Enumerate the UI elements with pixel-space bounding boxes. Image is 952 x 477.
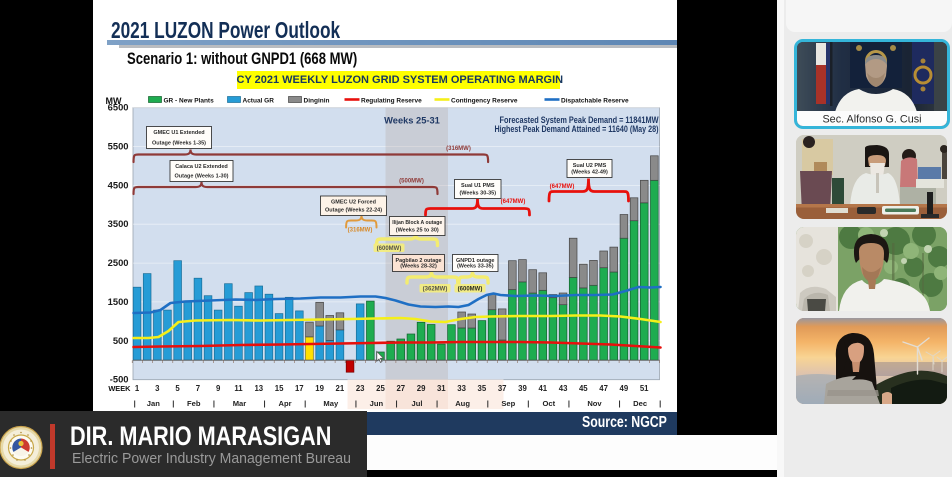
svg-text:9: 9 [216,384,221,393]
svg-text:1: 1 [134,384,139,393]
svg-text:(Weeks 28-32): (Weeks 28-32) [400,264,437,270]
svg-text:|: | [133,399,135,408]
svg-text:27: 27 [396,384,405,393]
svg-text:May: May [323,399,339,408]
svg-text:1500: 1500 [107,296,128,307]
svg-text:|: | [212,399,214,408]
svg-text:(Weeks 30-35): (Weeks 30-35) [459,191,496,197]
svg-text:23: 23 [355,384,364,393]
svg-text:Highest Peak Demand Attained =: Highest Peak Demand Attained = 11640 (Ma… [494,124,658,134]
svg-text:21: 21 [335,384,344,393]
svg-text:Mar: Mar [232,399,246,408]
svg-text:25: 25 [376,384,385,393]
svg-text:Jul: Jul [411,399,422,408]
svg-text:Aug: Aug [455,399,470,408]
svg-text:Apr: Apr [278,399,291,408]
svg-text:Regulating Reserve: Regulating Reserve [361,98,422,105]
svg-text:WEEK: WEEK [108,384,131,393]
svg-text:MW: MW [105,96,121,106]
svg-text:45: 45 [578,384,587,393]
svg-text:Feb: Feb [187,399,201,408]
svg-text:(316MW): (316MW) [347,228,372,234]
svg-text:|: | [435,399,437,408]
svg-text:|: | [659,399,661,408]
svg-text:Dispatchable Reserve: Dispatchable Reserve [561,98,629,105]
svg-text:(647MW): (647MW) [500,199,525,205]
svg-text:Actual GR: Actual GR [242,98,274,105]
svg-text:33: 33 [457,384,466,393]
svg-text:GR - New Plants: GR - New Plants [163,98,214,105]
svg-text:Oct: Oct [542,399,555,408]
svg-text:4500: 4500 [107,179,128,190]
svg-text:Outage (Weeks 1-30): Outage (Weeks 1-30) [174,174,228,180]
svg-text:19: 19 [315,384,324,393]
svg-text:|: | [527,399,529,408]
svg-text:Outage (Weeks 22-24): Outage (Weeks 22-24) [324,208,381,214]
svg-text:Calaca U2 Extended: Calaca U2 Extended [175,164,228,170]
svg-text:Ilijan Block A outage: Ilijan Block A outage [392,220,442,226]
svg-text:Jun: Jun [369,399,383,408]
svg-text:2500: 2500 [107,257,128,268]
svg-text:(Weeks 42-49): (Weeks 42-49) [571,170,608,176]
svg-text:39: 39 [518,384,527,393]
svg-text:(500MW): (500MW) [399,179,424,185]
svg-text:GMEC U2 Forced: GMEC U2 Forced [331,200,376,206]
svg-text:|: | [172,399,174,408]
svg-text:GMEC U1 Extended: GMEC U1 Extended [153,130,204,136]
svg-text:41: 41 [538,384,547,393]
svg-text:Outage (Weeks 1-35): Outage (Weeks 1-35) [151,141,205,147]
svg-text:(600MW): (600MW) [457,287,482,293]
svg-text:Sual U2 PMS: Sual U2 PMS [572,163,606,169]
svg-text:|: | [618,399,620,408]
svg-text:|: | [567,399,569,408]
svg-text:29: 29 [416,384,425,393]
svg-text:17: 17 [294,384,303,393]
svg-text:15: 15 [274,384,283,393]
svg-text:6500: 6500 [107,102,128,113]
svg-text:|: | [486,399,488,408]
svg-text:Dinginin: Dinginin [303,98,329,105]
svg-text:5: 5 [175,384,180,393]
svg-text:(647MW): (647MW) [549,184,574,190]
svg-text:Sual U1 PMS: Sual U1 PMS [460,183,494,189]
svg-text:(Weeks 25 to 30): (Weeks 25 to 30) [395,228,438,234]
svg-text:Contingency Reserve: Contingency Reserve [451,98,518,105]
svg-text:37: 37 [497,384,506,393]
svg-text:(316MW): (316MW) [446,146,471,152]
svg-text:Jan: Jan [146,399,159,408]
svg-text:Weeks 25-31: Weeks 25-31 [384,116,440,126]
svg-text:|: | [395,399,397,408]
svg-text:43: 43 [558,384,567,393]
svg-text:49: 49 [619,384,628,393]
svg-text:GNPD1 outage: GNPD1 outage [455,258,494,264]
svg-text:(600MW): (600MW) [376,246,401,252]
svg-text:Pagbilao 2 outage: Pagbilao 2 outage [395,258,441,264]
svg-text:Dec: Dec [633,399,647,408]
svg-text:11: 11 [234,384,243,393]
svg-text:Sep: Sep [501,399,515,408]
svg-text:7: 7 [195,384,199,393]
svg-text:3500: 3500 [107,218,128,229]
svg-text:Sec. Alfonso G. Cusi: Sec. Alfonso G. Cusi [822,114,921,126]
svg-text:3: 3 [155,384,160,393]
svg-text:35: 35 [477,384,486,393]
svg-text:|: | [354,399,356,408]
svg-text:13: 13 [254,384,263,393]
svg-text:Nov: Nov [587,399,602,408]
svg-text:(Weeks 33-35): (Weeks 33-35) [456,264,493,270]
svg-text:|: | [304,399,306,408]
svg-text:5500: 5500 [107,141,128,152]
svg-text:(362MW): (362MW) [422,287,447,293]
svg-text:-500: -500 [109,374,128,385]
svg-text:|: | [263,399,265,408]
svg-text:51: 51 [639,384,648,393]
svg-text:31: 31 [436,384,445,393]
svg-text:500: 500 [112,335,128,346]
svg-text:Forecasted System Peak Demand: Forecasted System Peak Demand = 11841MW [499,115,659,125]
svg-text:47: 47 [599,384,608,393]
